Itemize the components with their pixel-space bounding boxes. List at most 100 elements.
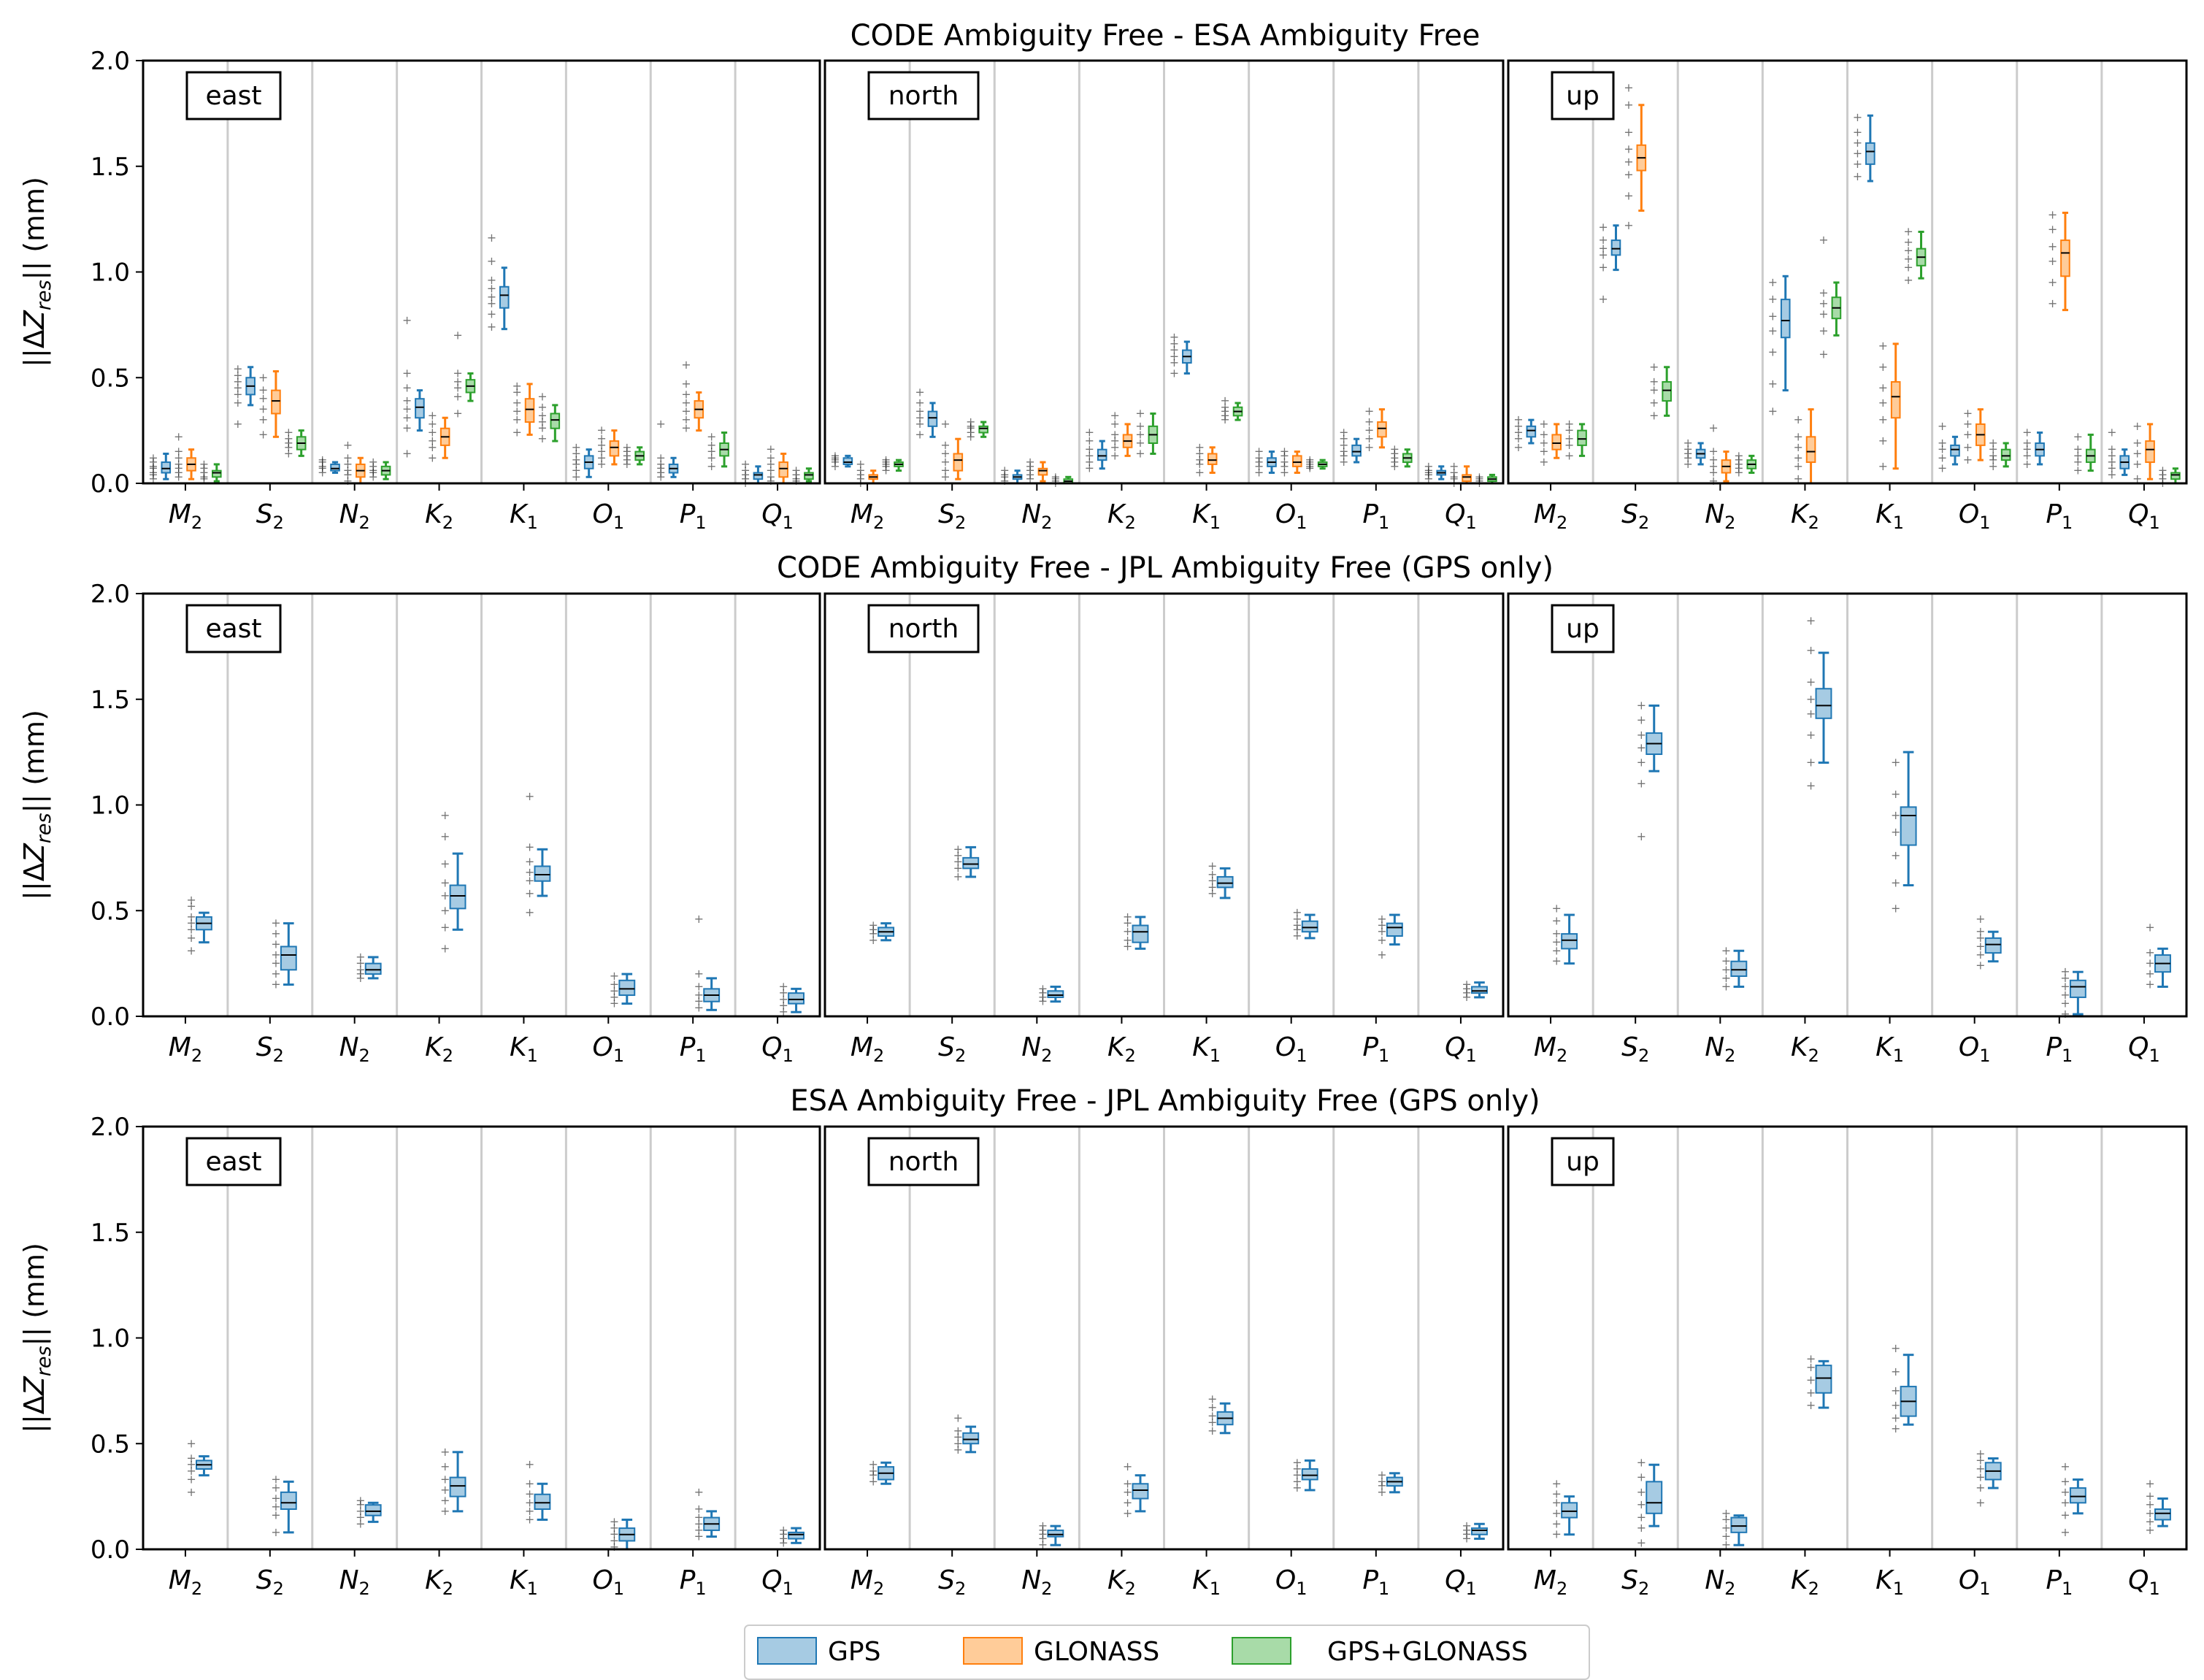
scatter-point: + (1025, 472, 1034, 486)
scatter-point: + (1539, 427, 1548, 441)
x-tick-label: S2 (1621, 499, 1649, 533)
scatter-point: + (1254, 459, 1264, 473)
scatter-point: + (1195, 446, 1205, 460)
scatter-point: + (440, 876, 450, 890)
scatter-point: + (1891, 1411, 1900, 1425)
box-body (1900, 806, 1917, 846)
scatter-point: + (1938, 442, 1947, 456)
box-body (1386, 922, 1403, 937)
scatter-point: + (1551, 1516, 1561, 1530)
scatter-point: + (1390, 459, 1399, 473)
scatter-point: + (525, 905, 534, 919)
x-tick-label: Q1 (1445, 1565, 1477, 1599)
scatter-point: + (1292, 1468, 1302, 1482)
box-body (1216, 875, 1234, 889)
scatter-point: + (2060, 1460, 2070, 1473)
scatter-point: + (1891, 787, 1900, 801)
scatter-point: + (2132, 446, 2142, 460)
scatter-point: + (694, 1485, 704, 1499)
scatter-point: + (1254, 445, 1264, 459)
scatter-point: + (1624, 167, 1633, 181)
scatter-point: + (258, 383, 268, 397)
x-tick-label: K2 (1107, 1565, 1136, 1599)
x-tick-label: P1 (680, 499, 707, 533)
scatter-point: + (487, 231, 496, 245)
x-tick-label: N2 (339, 1032, 370, 1066)
scatter-point: + (1123, 1506, 1132, 1520)
scatter-point: + (1768, 292, 1778, 306)
scatter-point: + (1768, 377, 1778, 391)
scatter-point: + (2048, 239, 2057, 253)
scatter-point: + (1513, 440, 1523, 454)
scatter-point: + (1624, 188, 1633, 202)
scatter-point: + (233, 362, 242, 376)
scatter-point: + (186, 922, 196, 936)
y-tick-label: 1.0 (91, 258, 130, 288)
x-tick-label: O1 (1275, 499, 1308, 533)
scatter-point: + (707, 459, 716, 473)
y-tick-label: 0.0 (91, 1002, 130, 1032)
scatter-point: + (284, 426, 293, 440)
chart-title: ESA Ambiguity Free - JPL Ambiguity Free … (790, 1084, 1540, 1118)
scatter-point: + (940, 438, 950, 452)
scatter-point: + (199, 466, 209, 480)
scatter-point: + (1038, 1532, 1048, 1546)
scatter-point: + (596, 438, 606, 452)
scatter-point: + (881, 457, 891, 471)
x-tick-label: P1 (2046, 1565, 2073, 1599)
box-body (1984, 937, 2002, 954)
component-label: up (1566, 614, 1600, 644)
scatter-point: + (1085, 448, 1094, 462)
scatter-point: + (1207, 880, 1217, 894)
scatter-point: + (487, 290, 496, 304)
scatter-point: + (1195, 457, 1205, 471)
scatter-point: + (1220, 408, 1229, 422)
scatter-point: + (1377, 1468, 1386, 1482)
scatter-point: + (1292, 918, 1302, 932)
scatter-point: + (1110, 417, 1119, 431)
scatter-point: + (1551, 935, 1561, 949)
scatter-point: + (1123, 916, 1132, 930)
scatter-point: + (1377, 1474, 1386, 1488)
component-label: up (1566, 1147, 1600, 1177)
scatter-point: + (356, 950, 365, 964)
scatter-point: + (1038, 1527, 1048, 1541)
box-body (1646, 1481, 1663, 1514)
scatter-point: + (1793, 440, 1802, 454)
scatter-point: + (778, 1005, 788, 1019)
x-tick-label: O1 (1959, 1565, 1991, 1599)
scatter-point: + (1853, 169, 1862, 183)
scatter-point: + (318, 453, 327, 467)
scatter-point: + (694, 994, 704, 1008)
scatter-point: + (1551, 901, 1561, 915)
scatter-point: + (1551, 1487, 1561, 1501)
scatter-point: + (1292, 1474, 1302, 1488)
scatter-point: + (2145, 1497, 2154, 1511)
scatter-point: + (1806, 756, 1816, 770)
scatter-point: + (953, 842, 963, 856)
box-body (1037, 467, 1048, 476)
scatter-point: + (1462, 1519, 1471, 1533)
scatter-point: + (343, 450, 353, 464)
scatter-point: + (453, 389, 462, 403)
box-body (524, 398, 535, 423)
scatter-point: + (610, 969, 619, 983)
scatter-point: + (428, 434, 437, 448)
box-body (1471, 1527, 1488, 1535)
scatter-point: + (2060, 1474, 2070, 1488)
scatter-point: + (402, 410, 412, 424)
scatter-point: + (537, 389, 547, 403)
scatter-point: + (2145, 1506, 2154, 1520)
scatter-point: + (1793, 429, 1802, 443)
panel-north: +++++++++++++++++++++++++++++++++++++nor… (823, 592, 1505, 1066)
scatter-point: + (1683, 442, 1692, 456)
scatter-point: + (681, 387, 691, 401)
box-body (212, 469, 222, 478)
scatter-point: + (1170, 366, 1179, 380)
scatter-point: + (186, 943, 196, 957)
scatter-point: + (271, 948, 280, 962)
scatter-point: + (572, 464, 581, 477)
scatter-point: + (1390, 455, 1399, 469)
scatter-point: + (915, 386, 924, 399)
scatter-point: + (707, 429, 716, 443)
